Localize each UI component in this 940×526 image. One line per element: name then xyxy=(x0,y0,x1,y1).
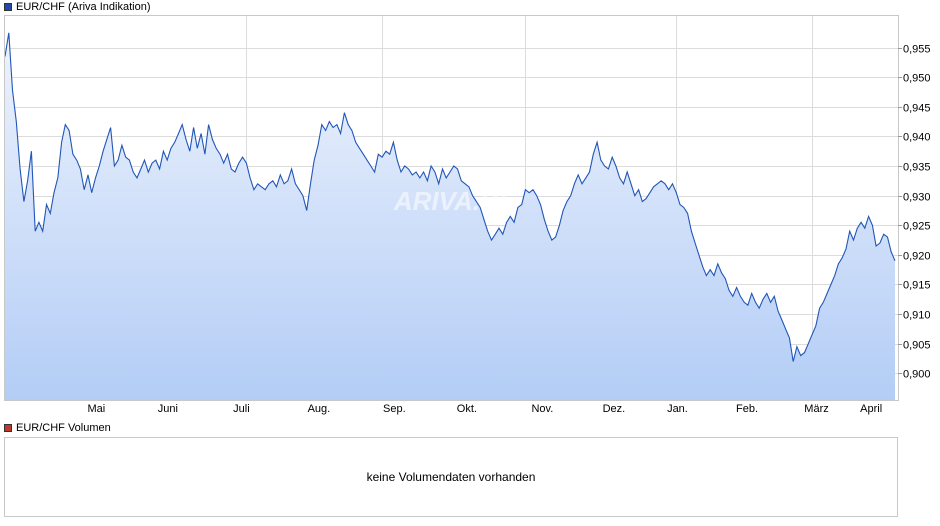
y-tick-label: 0,945 xyxy=(903,103,931,115)
plot-frame xyxy=(4,15,899,401)
volume-panel: keine Volumendaten vorhanden xyxy=(4,437,898,517)
price-area xyxy=(5,32,895,401)
y-tick-label: 0,950 xyxy=(903,73,931,85)
x-tick-label: Jan. xyxy=(667,403,688,415)
price-legend: EUR/CHF (Ariva Indikation) xyxy=(4,0,150,14)
x-tick-label: Aug. xyxy=(308,403,331,415)
y-tick-label: 0,910 xyxy=(903,310,931,322)
x-tick-label: Feb. xyxy=(736,403,758,415)
y-tick-label: 0,955 xyxy=(903,44,931,56)
y-tick-label: 0,900 xyxy=(903,369,931,381)
volume-empty-message: keine Volumendaten vorhanden xyxy=(366,470,536,484)
volume-legend-swatch xyxy=(4,424,12,432)
y-tick-label: 0,905 xyxy=(903,340,931,352)
x-tick-label: Juni xyxy=(158,403,178,415)
x-tick-label: Mai xyxy=(88,403,106,415)
x-tick-label: März xyxy=(804,403,828,415)
volume-legend: EUR/CHF Volumen xyxy=(4,421,111,435)
price-chart: ARIVA.DE 0,9000,9050,9100,9150,9200,9250… xyxy=(4,15,931,415)
x-tick-label: April xyxy=(860,403,882,415)
price-legend-swatch xyxy=(4,3,12,11)
y-tick-label: 0,925 xyxy=(903,221,931,233)
y-axis: 0,900 0,905 0,910 0,915 0,920 0,925 0,930 0,935… xyxy=(898,44,931,381)
volume-legend-label: EUR/CHF Volumen xyxy=(16,422,111,434)
price-line xyxy=(4,32,896,362)
price-legend-label: EUR/CHF (Ariva Indikation) xyxy=(16,1,151,13)
y-tick-label: 0,920 xyxy=(903,251,931,263)
y-tick-label: 0,915 xyxy=(903,280,931,292)
y-tick-label: 0,940 xyxy=(903,132,931,144)
x-axis: Mai Juni Juli Aug. Sep. Okt. Nov. Dez. Jan. Feb. M… xyxy=(88,403,883,415)
y-tick-label: 0,930 xyxy=(903,192,931,204)
x-tick-label: Nov. xyxy=(531,403,553,415)
x-tick-label: Dez. xyxy=(603,403,626,415)
watermark-text: ARIVA.DE xyxy=(393,186,517,216)
x-tick-label: Okt. xyxy=(457,403,477,415)
y-tick-label: 0,935 xyxy=(903,162,931,174)
x-tick-label: Sep. xyxy=(383,403,406,415)
x-tick-label: Juli xyxy=(233,403,250,415)
